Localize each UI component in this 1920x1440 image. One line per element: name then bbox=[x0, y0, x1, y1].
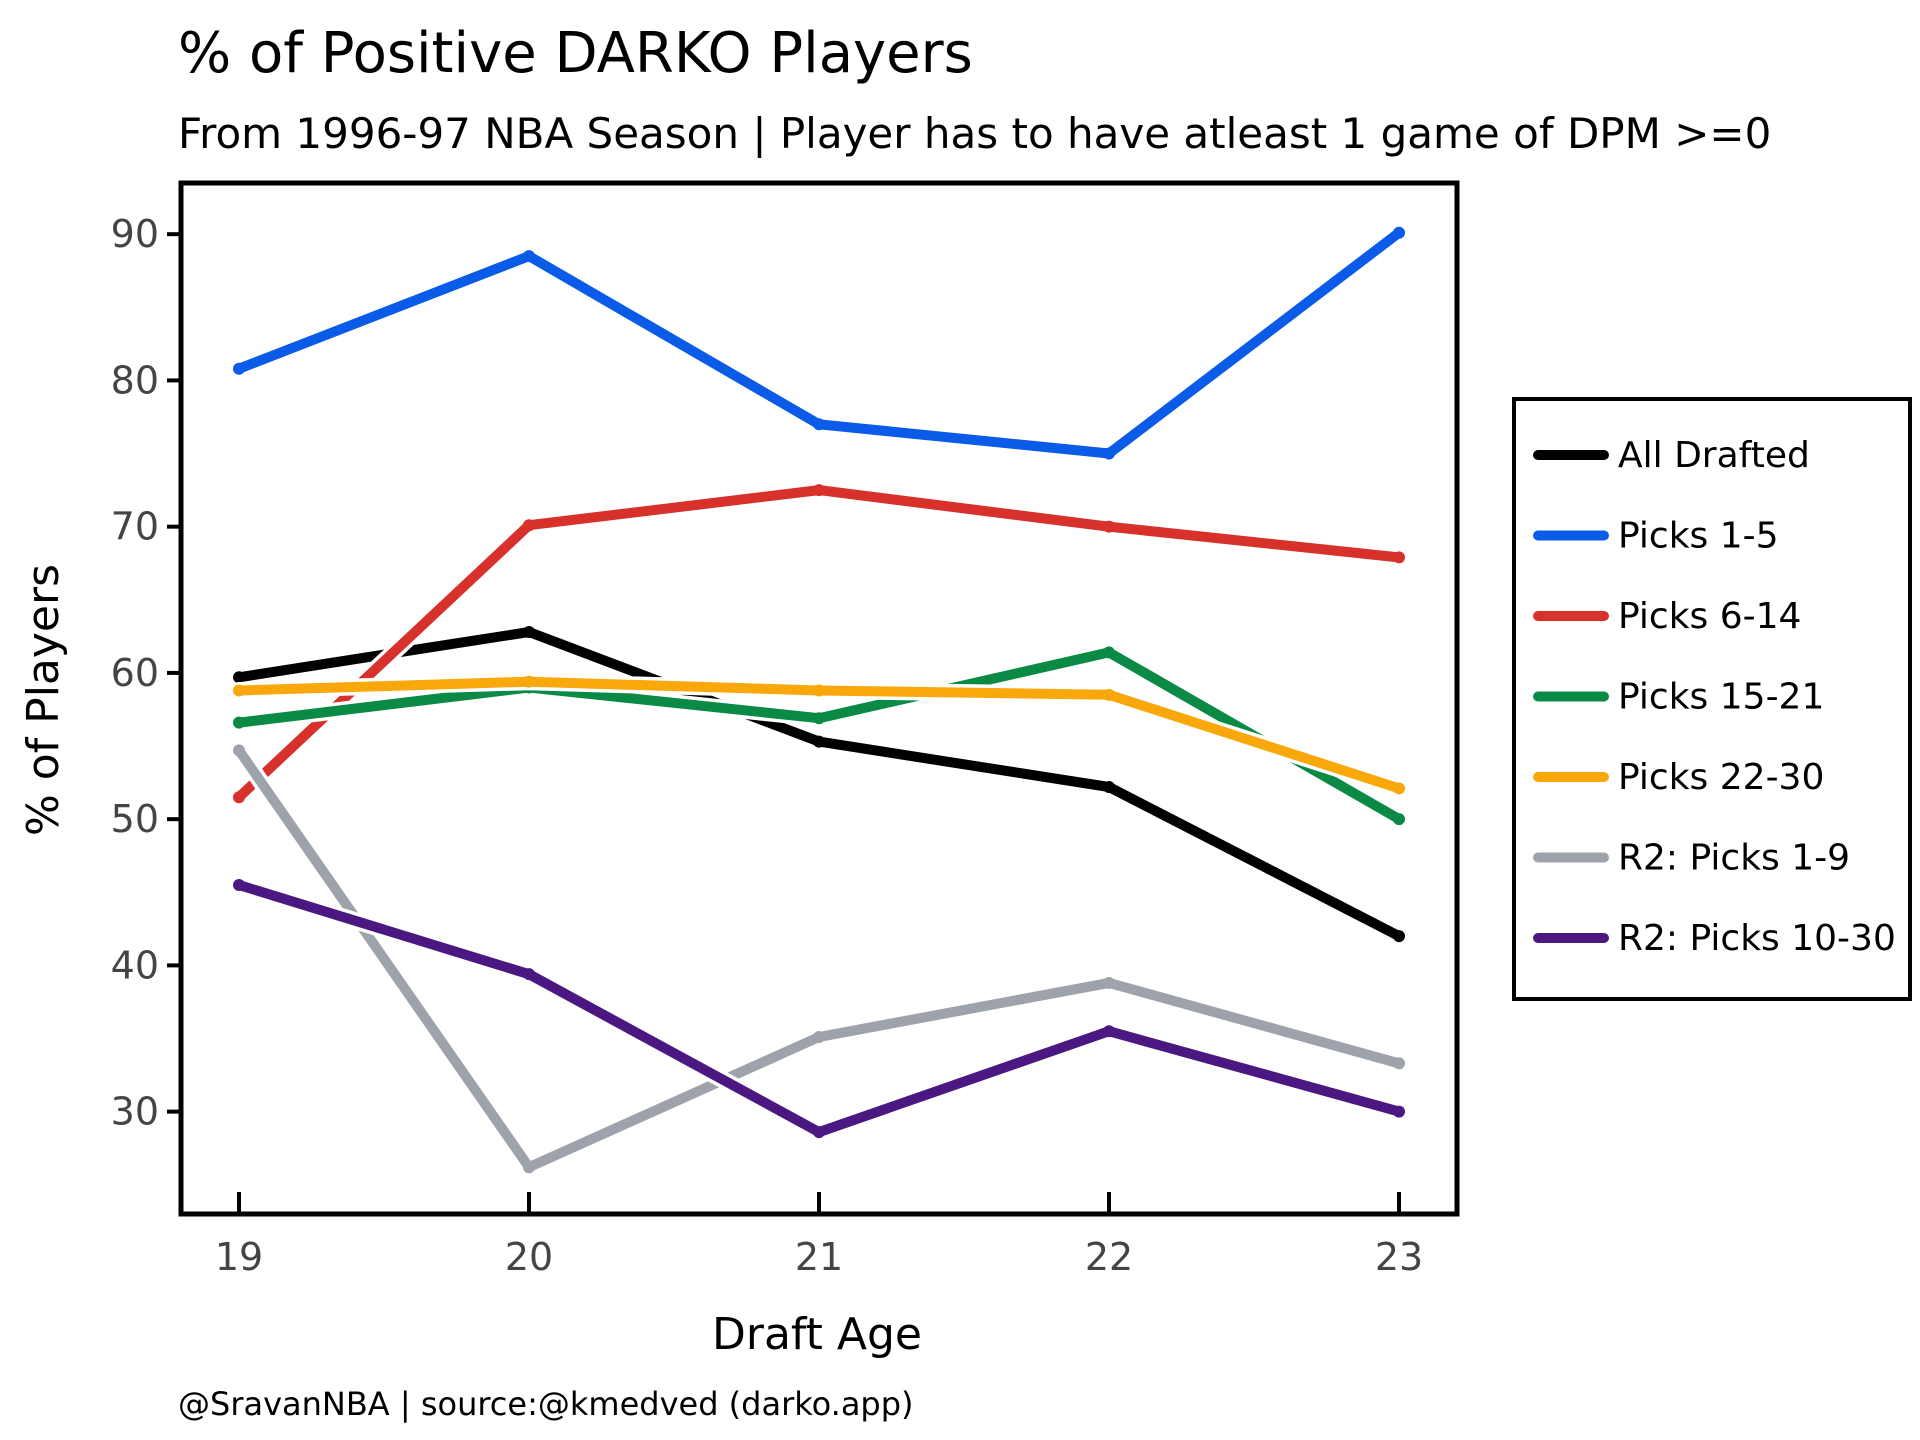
legend: All Drafted Picks 1-5 Picks 6-14 Picks 15-2… bbox=[1533, 435, 1896, 959]
data-point-all-drafted bbox=[523, 625, 535, 638]
data-point-picks-22-30 bbox=[1103, 688, 1115, 701]
data-point-r2-picks-10-30 bbox=[1103, 1025, 1115, 1038]
legend-label-r2-picks-10-30: R2: Picks 10-30 bbox=[1618, 918, 1896, 959]
data-point-picks-1-5 bbox=[813, 418, 825, 431]
legend-label-picks-22-30: Picks 22-30 bbox=[1618, 757, 1824, 798]
data-point-picks-1-5 bbox=[523, 250, 535, 263]
data-point-picks-15-21 bbox=[813, 712, 825, 725]
data-point-picks-15-21 bbox=[1103, 646, 1115, 659]
x-tick-label: 19 bbox=[215, 1235, 263, 1279]
data-point-picks-22-30 bbox=[813, 684, 825, 697]
data-point-all-drafted bbox=[813, 735, 825, 748]
data-point-picks-22-30 bbox=[233, 684, 245, 697]
legend-label-picks-1-5: Picks 1-5 bbox=[1618, 516, 1779, 557]
data-point-picks-6-14 bbox=[1103, 520, 1115, 533]
x-tick-label: 20 bbox=[505, 1235, 553, 1279]
data-point-picks-1-5 bbox=[1393, 226, 1405, 239]
legend-label-all-drafted: All Drafted bbox=[1618, 435, 1810, 476]
data-point-picks-6-14 bbox=[233, 791, 245, 804]
x-tick-label: 23 bbox=[1375, 1235, 1423, 1279]
x-tick-label: 21 bbox=[795, 1235, 843, 1279]
data-point-picks-15-21 bbox=[1393, 813, 1405, 826]
series-lines bbox=[230, 224, 1408, 1176]
data-point-r2-picks-1-9 bbox=[523, 1161, 535, 1174]
data-point-r2-picks-1-9 bbox=[813, 1031, 825, 1044]
data-point-r2-picks-10-30 bbox=[233, 878, 245, 891]
y-tick-label: 40 bbox=[111, 943, 159, 987]
legend-label-r2-picks-1-9: R2: Picks 1-9 bbox=[1618, 838, 1850, 879]
y-tick-label: 30 bbox=[111, 1090, 159, 1134]
y-axis-ticks: 30 40 50 60 70 80 90 bbox=[111, 212, 181, 1134]
data-point-r2-picks-10-30 bbox=[523, 968, 535, 981]
x-axis-ticks: 19 20 21 22 23 bbox=[215, 1192, 1423, 1279]
legend-label-picks-6-14: Picks 6-14 bbox=[1618, 596, 1801, 637]
data-point-picks-22-30 bbox=[523, 675, 535, 688]
y-tick-label: 90 bbox=[111, 212, 159, 256]
data-point-picks-6-14 bbox=[523, 519, 535, 532]
chart-title: % of Positive DARKO Players bbox=[178, 21, 973, 86]
x-axis-label: Draft Age bbox=[712, 1309, 922, 1360]
legend-label-picks-15-21: Picks 15-21 bbox=[1618, 677, 1824, 718]
data-point-picks-6-14 bbox=[813, 484, 825, 497]
data-point-r2-picks-10-30 bbox=[1393, 1105, 1405, 1118]
data-point-picks-1-5 bbox=[1103, 447, 1115, 460]
data-point-picks-22-30 bbox=[1393, 782, 1405, 795]
data-point-picks-1-5 bbox=[233, 362, 245, 375]
data-point-all-drafted bbox=[1393, 930, 1405, 943]
data-point-picks-15-21 bbox=[233, 716, 245, 729]
y-tick-label: 60 bbox=[111, 651, 159, 695]
y-tick-label: 80 bbox=[111, 358, 159, 402]
footer-credit: @SravanNBA | source:@kmedved (darko.app) bbox=[178, 1385, 914, 1423]
data-point-all-drafted bbox=[1103, 780, 1115, 793]
y-tick-label: 50 bbox=[111, 797, 159, 841]
data-point-r2-picks-1-9 bbox=[233, 744, 245, 757]
data-point-r2-picks-1-9 bbox=[1103, 976, 1115, 989]
chart-subtitle: From 1996-97 NBA Season | Player has to … bbox=[178, 109, 1771, 158]
data-point-all-drafted bbox=[233, 671, 245, 684]
x-tick-label: 22 bbox=[1085, 1235, 1133, 1279]
data-point-r2-picks-1-9 bbox=[1393, 1057, 1405, 1070]
y-axis-label: % of Players bbox=[18, 564, 69, 836]
data-point-r2-picks-10-30 bbox=[813, 1126, 825, 1139]
y-tick-label: 70 bbox=[111, 505, 159, 549]
data-point-picks-6-14 bbox=[1393, 551, 1405, 564]
